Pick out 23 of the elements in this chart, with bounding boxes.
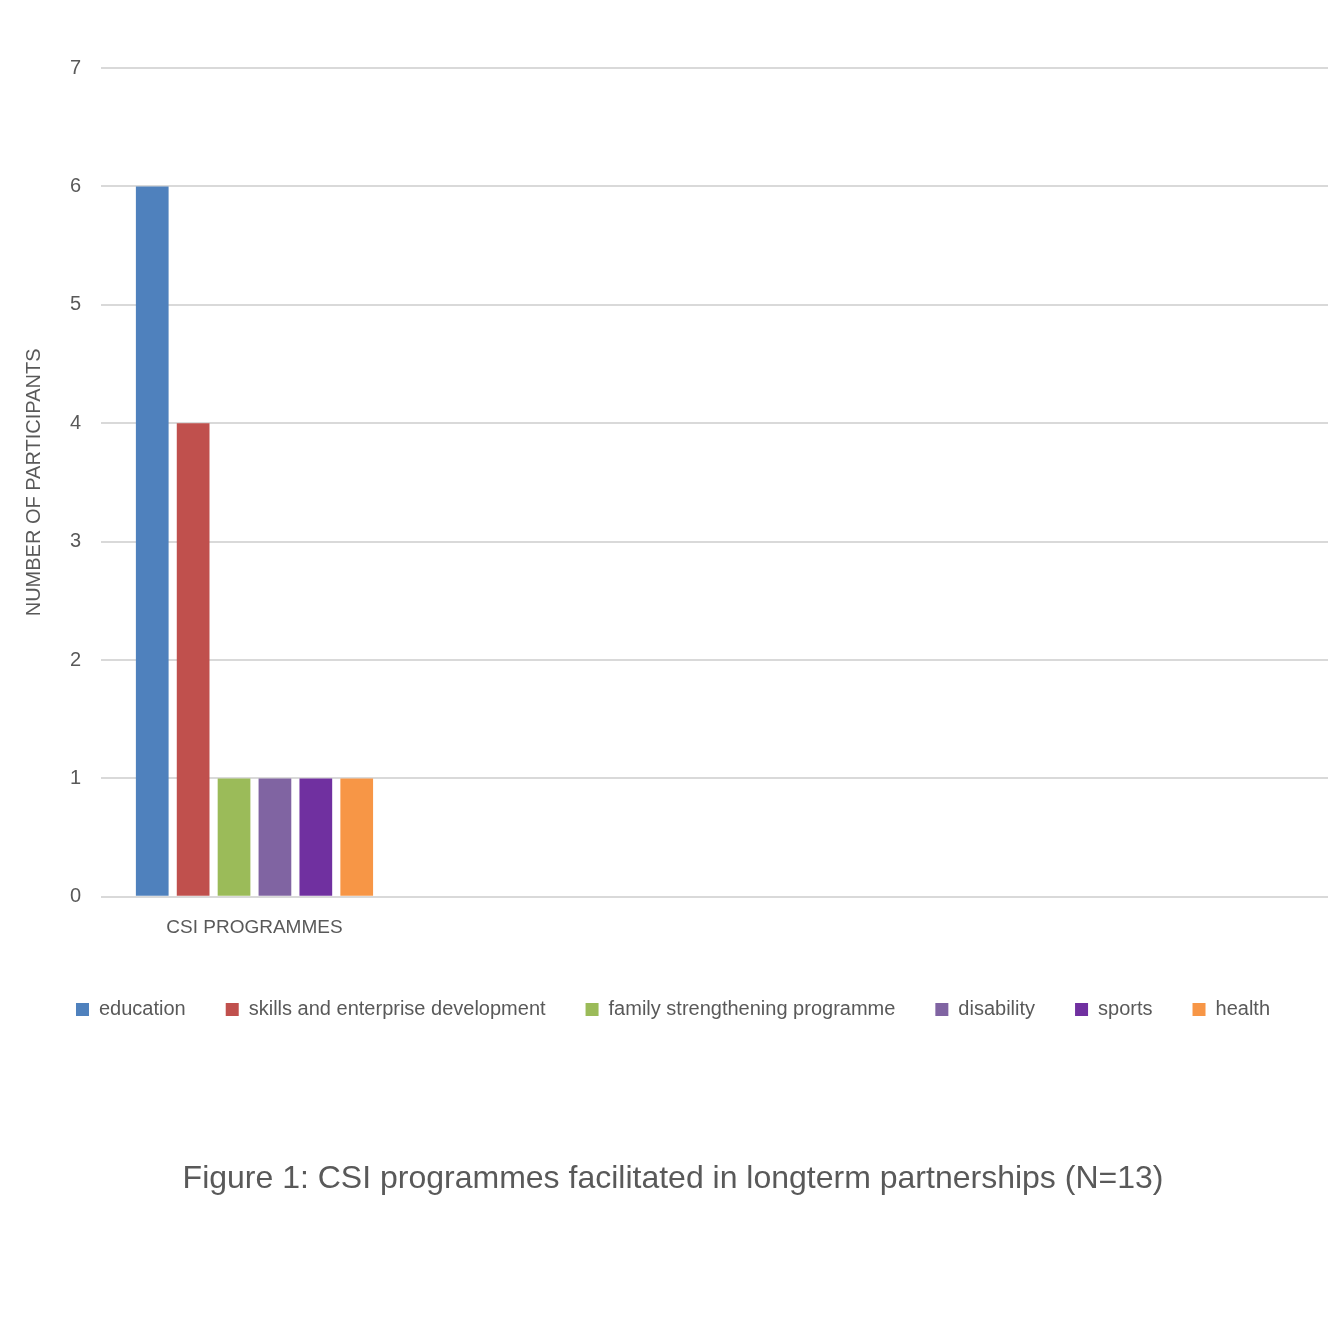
y-axis-title: NUMBER OF PARTICIPANTS (21, 348, 44, 617)
bar (340, 778, 374, 896)
bar (176, 423, 210, 896)
bar (217, 778, 251, 896)
y-tick-label: 5 (70, 292, 82, 315)
legend-label: family strengthening programme (608, 997, 896, 1020)
legend-label: education (98, 997, 186, 1020)
y-tick-label: 6 (70, 173, 82, 196)
y-tick-label: 1 (70, 765, 82, 788)
legend-label: health (1215, 997, 1271, 1020)
y-tick-label: 0 (70, 884, 82, 907)
legend-label: disability (958, 997, 1036, 1020)
y-tick-label: 4 (70, 410, 82, 433)
y-tick-label: 3 (70, 529, 82, 552)
y-tick-label: 7 (70, 55, 82, 78)
y-tick-label: 2 (70, 647, 82, 670)
x-tick-label: CSI PROGRAMMES (166, 916, 343, 938)
bar (299, 778, 333, 896)
legend-label: sports (1098, 997, 1153, 1020)
text: Figure 1: CSI programmes facilitated in longterm partnerships (N=13) (182, 1158, 1164, 1195)
legend-label: skills and enterprise development (248, 997, 546, 1020)
bar (258, 778, 292, 896)
bar (135, 186, 169, 896)
